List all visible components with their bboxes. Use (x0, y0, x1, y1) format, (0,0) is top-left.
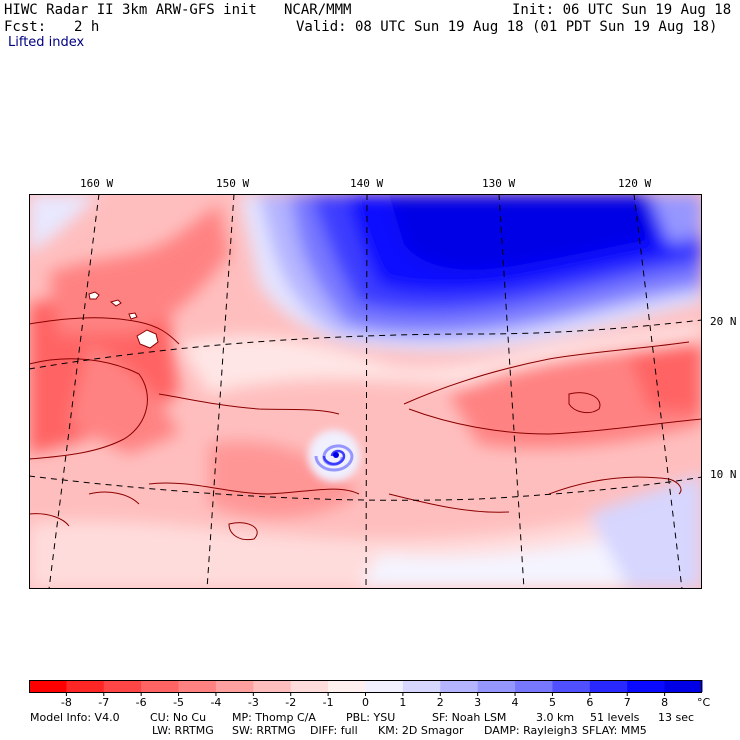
colorbar-swatch (440, 680, 479, 692)
colorbar-swatch (103, 680, 142, 692)
colorbar-swatch (253, 680, 292, 692)
hawaii-islands (88, 291, 159, 349)
colorbar-swatch (66, 680, 105, 692)
colorbar-swatch (141, 680, 180, 692)
colorbar-tick-label: 5 (549, 696, 556, 709)
lon-label-130w: 130 W (482, 177, 516, 190)
lon-label-150w: 150 W (216, 177, 250, 190)
colorbar-swatch (515, 680, 553, 692)
colorbar-swatch (178, 680, 217, 692)
eddy-coefficient: KM: 2D Smagor (378, 724, 464, 737)
longwave-scheme: LW: RRTMG (152, 724, 214, 737)
field-name: Lifted index (8, 35, 85, 50)
vertical-levels: 51 levels (590, 711, 640, 724)
colorbar-tick-label: 3 (474, 696, 481, 709)
damping-option: DAMP: Rayleigh3 (484, 724, 578, 737)
colorbar-swatch (29, 680, 67, 692)
colorbar-tick-label: 6 (586, 696, 593, 709)
valid-time: Valid: 08 UTC Sun 19 Aug 18 (01 PDT Sun … (296, 19, 718, 35)
colorbar-tick-label: -7 (98, 696, 109, 709)
colorbar-tick-label: 2 (437, 696, 444, 709)
colorbar-tick-label: -6 (136, 696, 147, 709)
colorbar-tick-label: -1 (323, 696, 334, 709)
lon-label-120w: 120 W (618, 177, 652, 190)
cumulus-scheme: CU: No Cu (150, 711, 207, 724)
forecast-label: Fcst: (4, 19, 47, 35)
colorbar-swatch (589, 680, 628, 692)
map-frame (29, 194, 702, 589)
colorbar-tick-label: -4 (210, 696, 221, 709)
colorbar-tick-label: -2 (285, 696, 296, 709)
colorbar-tick-label: 1 (399, 696, 406, 709)
colorbar-swatch (402, 680, 441, 692)
grid-spacing: 3.0 km (536, 711, 575, 724)
stable-air-region (239, 194, 702, 352)
surface-scheme: SF: Noah LSM (432, 711, 507, 724)
colorbar-swatch (552, 680, 591, 692)
colorbar-tick-label: -3 (248, 696, 259, 709)
time-step: 13 sec (658, 711, 695, 724)
colorbar-tick-label: 4 (512, 696, 519, 709)
model-info: Model Info: V4.0 (30, 711, 120, 724)
lat-label-20n: 20 N (710, 315, 737, 328)
map-title: HIWC Radar II 3km ARW-GFS init (4, 2, 257, 18)
lon-label-160w: 160 W (80, 177, 114, 190)
colorbar-tick-label: 8 (661, 696, 668, 709)
lon-label-140w: 140 W (350, 177, 384, 190)
colorbar-tick-label: 0 (362, 696, 369, 709)
init-time: Init: 06 UTC Sun 19 Aug 18 (512, 2, 732, 18)
colorbar-tick-label: -8 (61, 696, 72, 709)
colorbar-swatch (215, 680, 254, 692)
pbl-scheme: PBL: YSU (346, 711, 396, 724)
lifted-index-map (29, 194, 702, 589)
microphysics-scheme: MP: Thomp C/A (232, 711, 316, 724)
colorbar-swatch (627, 680, 666, 692)
lat-label-10n: 10 N (710, 468, 737, 481)
organization-label: NCAR/MMM (284, 2, 352, 18)
cyclone-swirl (308, 430, 360, 482)
colorbar-unit: °C (697, 696, 711, 709)
colorbar-tick-label: -5 (173, 696, 184, 709)
lat-lon-grid (29, 194, 702, 589)
colorbar-swatch (290, 680, 329, 692)
colorbar-swatch (477, 680, 516, 692)
colorbar-swatch (328, 680, 366, 692)
colorbar-tick-label: 7 (624, 696, 631, 709)
colorbar-swatch (664, 680, 703, 692)
contour-lines (29, 317, 702, 541)
colorbar: -8 -7 -6 -5 -4 -3 -2 -1 0 1 2 3 4 5 6 7 8 °C (29, 680, 711, 709)
forecast-hour: 2 h (74, 19, 100, 35)
shortwave-scheme: SW: RRTMG (232, 724, 296, 737)
colorbar-swatch (365, 680, 404, 692)
diffusion-option: DIFF: full (310, 724, 358, 737)
surface-layer: SFLAY: MM5 (582, 724, 647, 737)
